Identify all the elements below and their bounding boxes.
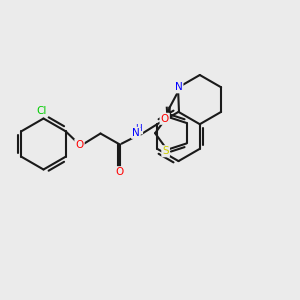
Text: N: N: [175, 82, 182, 92]
Text: O: O: [75, 140, 84, 150]
Text: N: N: [132, 128, 140, 138]
Text: Cl: Cl: [37, 106, 47, 116]
Text: S: S: [162, 146, 169, 156]
Text: O: O: [116, 167, 124, 177]
Text: H: H: [136, 124, 142, 134]
Text: O: O: [160, 114, 169, 124]
